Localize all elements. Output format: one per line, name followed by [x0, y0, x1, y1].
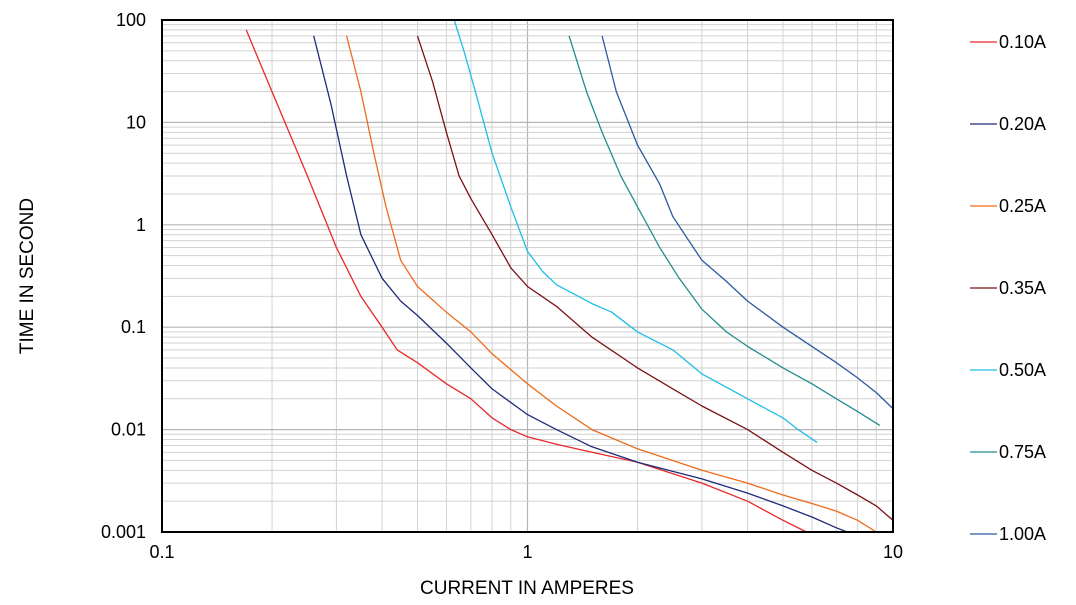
legend-label: 0.25A	[999, 196, 1046, 216]
plot-area-frame	[161, 19, 894, 533]
legend-label: 0.75A	[999, 442, 1046, 462]
legend: 0.10A 0.20A 0.25A 0.35A 0.50A 0.75A 1.00A	[970, 32, 1046, 544]
legend-item: 1.00A	[970, 524, 1046, 544]
y-tick-label: 0.1	[121, 317, 146, 337]
x-tick-label: 0.1	[149, 542, 174, 562]
legend-label: 1.00A	[999, 524, 1046, 544]
y-tick-label: 10	[126, 112, 146, 132]
series-line-0-50a	[453, 19, 818, 443]
legend-item: 0.75A	[970, 442, 1046, 462]
legend-item: 0.25A	[970, 196, 1046, 216]
x-tick-label: 10	[883, 542, 903, 562]
series-line-0-75a	[568, 35, 881, 426]
legend-item: 0.20A	[970, 114, 1046, 134]
legend-item: 0.10A	[970, 32, 1046, 52]
y-tick-label: 100	[116, 10, 146, 30]
series-line-0-35a	[416, 35, 894, 521]
x-tick-label: 1	[522, 542, 532, 562]
legend-label: 0.10A	[999, 32, 1046, 52]
legend-item: 0.35A	[970, 278, 1046, 298]
legend-item: 0.50A	[970, 360, 1046, 380]
series-line-0-10a	[245, 29, 807, 533]
y-axis-title: TIME IN SECOND	[17, 198, 38, 354]
legend-label: 0.35A	[999, 278, 1046, 298]
y-tick-label: 0.01	[111, 420, 146, 440]
series-lines	[245, 19, 894, 533]
tick-labels: 0.1 1 10 100 10 1 0.1 0.01 0.001	[101, 10, 903, 562]
y-tick-label: 0.001	[101, 522, 146, 542]
grid-lines	[162, 20, 893, 532]
x-axis-title: CURRENT IN AMPERES	[420, 578, 634, 599]
y-tick-label: 1	[136, 215, 146, 235]
legend-label: 0.20A	[999, 114, 1046, 134]
series-line-1-00a	[601, 35, 894, 410]
legend-label: 0.50A	[999, 360, 1046, 380]
series-line-0-25a	[345, 35, 877, 533]
series-line-0-20a	[313, 35, 848, 533]
